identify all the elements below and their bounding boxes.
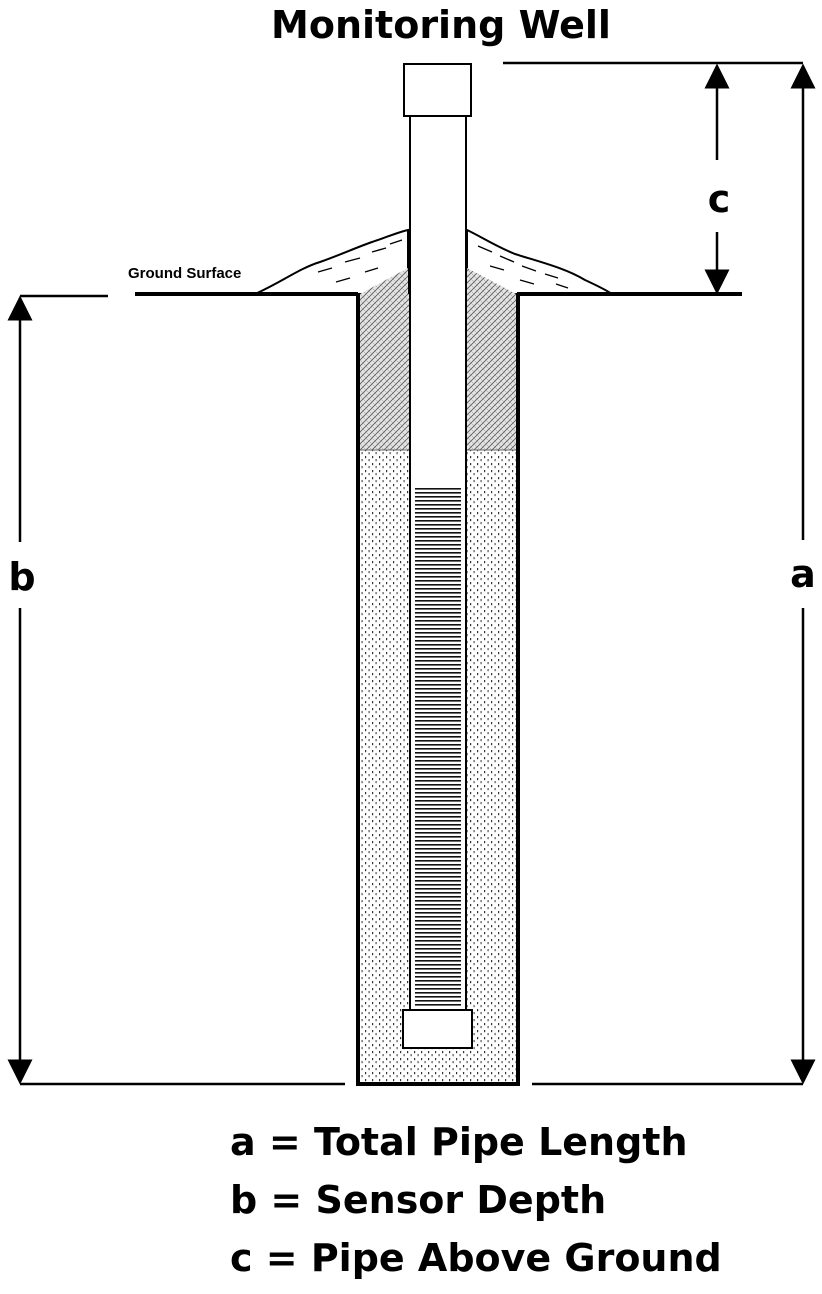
dimension-c-label: c	[708, 177, 731, 221]
dimension-b: b	[7, 294, 108, 1085]
well-screen	[415, 487, 461, 1007]
seal-cap-right	[467, 268, 516, 294]
dimension-b-label: b	[8, 555, 35, 599]
legend-item-a: a = Total Pipe Length	[230, 1120, 688, 1164]
well-cap	[403, 63, 472, 117]
dimension-c: c	[503, 61, 803, 295]
dimension-a: a	[790, 63, 816, 1085]
soil-mound	[254, 228, 616, 295]
legend-item-b: b = Sensor Depth	[230, 1178, 606, 1222]
legend: a = Total Pipe Length b = Sensor Depth c…	[230, 1120, 722, 1280]
page-title: Monitoring Well	[271, 3, 611, 47]
seal-cap-left	[360, 268, 408, 294]
legend-item-c: c = Pipe Above Ground	[230, 1236, 722, 1280]
ground-surface-label: Ground Surface	[128, 265, 241, 282]
dimension-a-label: a	[790, 552, 816, 596]
end-cap-sensor	[402, 1009, 473, 1049]
well-pipe	[402, 63, 473, 1049]
